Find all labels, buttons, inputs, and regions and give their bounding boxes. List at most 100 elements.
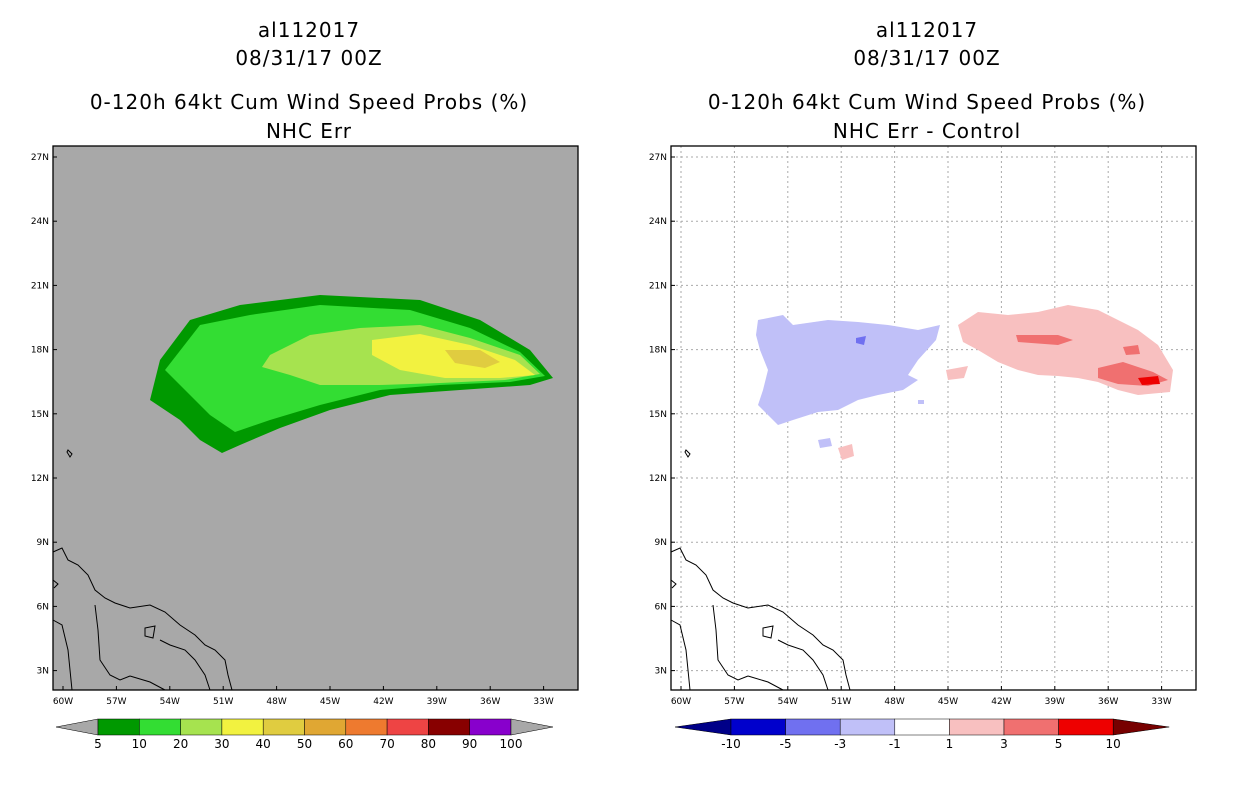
forecast-datetime: 08/31/17 00Z <box>235 46 383 70</box>
lon-label: 48W <box>884 697 904 707</box>
legend-label: 90 <box>462 737 477 751</box>
legend-swatch <box>894 718 950 736</box>
lat-label: 12N <box>31 474 49 484</box>
legend-swatch <box>221 718 264 736</box>
lon-label: 36W <box>480 697 500 707</box>
contour-plus-3c <box>1123 345 1140 355</box>
legend-label: 70 <box>379 737 394 751</box>
lon-label: 39W <box>427 697 447 707</box>
legend-high-arrow <box>510 718 554 736</box>
legend-swatch <box>386 718 429 736</box>
lon-label: 51W <box>213 697 233 707</box>
lat-label: 6N <box>37 602 49 612</box>
map-frame <box>52 145 579 691</box>
legend-label: 60 <box>338 737 353 751</box>
legend-label: 100 <box>500 737 523 751</box>
legend-label: 1 <box>946 737 954 751</box>
lon-label: 60W <box>53 697 73 707</box>
lon-label: 54W <box>778 697 798 707</box>
lon-label: 57W <box>106 697 126 707</box>
color-legend: -10 -5 -3 -1 1 3 5 10 <box>674 718 1170 751</box>
coastlines <box>52 449 233 691</box>
legend-swatch <box>345 718 388 736</box>
legend-label: 40 <box>256 737 271 751</box>
lat-label: 21N <box>31 281 49 291</box>
lat-label: 15N <box>31 410 49 420</box>
lat-label: 3N <box>37 667 49 677</box>
legend-swatch <box>1058 718 1114 736</box>
contour-plus-3 <box>1016 335 1073 345</box>
lon-label: 45W <box>320 697 340 707</box>
storm-id: al112017 <box>257 18 361 42</box>
product-title: 0-120h 64kt Cum Wind Speed Probs (%) <box>707 90 1147 114</box>
lat-label: 15N <box>649 410 667 420</box>
legend-swatch <box>730 718 786 736</box>
map-background <box>671 146 1196 690</box>
left-map-svg: 27N 24N 21N 18N 15N 12N 9N 6N 3N 60W 57W 54W 51W 48W… <box>31 145 579 751</box>
lat-label: 9N <box>37 538 49 548</box>
lat-label: 21N <box>649 281 667 291</box>
lon-label: 54W <box>160 697 180 707</box>
legend-swatch <box>949 718 1005 736</box>
forecast-datetime: 08/31/17 00Z <box>853 46 1001 70</box>
latitude-labels: 27N 24N 21N 18N 15N 12N 9N 6N 3N <box>31 153 57 677</box>
legend-label: 10 <box>1106 737 1121 751</box>
latitude-labels: 27N 24N 21N 18N 15N 12N 9N 6N 3N <box>649 153 675 677</box>
contour-plus-1c <box>838 444 854 460</box>
legend-label: 30 <box>214 737 229 751</box>
legend-label: 80 <box>421 737 436 751</box>
map-frame <box>670 145 1197 691</box>
legend-swatch <box>262 718 305 736</box>
panel-subtitle: NHC Err - Control <box>832 119 1022 143</box>
lon-label: 33W <box>1151 697 1171 707</box>
longitude-labels: 60W 57W 54W 51W 48W 45W 42W 39W 36W 33W <box>671 686 1172 707</box>
legend-label: 10 <box>132 737 147 751</box>
legend-swatch <box>1003 718 1059 736</box>
left-panel: al112017 08/31/17 00Z 0-120h 64kt Cum Wi… <box>31 18 579 751</box>
lon-label: 33W <box>533 697 553 707</box>
gridlines <box>671 146 1196 690</box>
legend-label: 5 <box>1055 737 1063 751</box>
lat-label: 3N <box>655 667 667 677</box>
legend-swatch <box>97 718 140 736</box>
difference-contours <box>756 305 1173 460</box>
contour-minus-1 <box>756 315 940 425</box>
legend-swatch <box>139 718 181 736</box>
lon-label: 42W <box>373 697 393 707</box>
lon-label: 36W <box>1098 697 1118 707</box>
right-map-svg: 27N 24N 21N 18N 15N 12N 9N 6N 3N 60W 57W 54W 51W 48W… <box>649 145 1197 751</box>
contour-40 <box>445 350 500 368</box>
contour-plus-1b <box>946 366 968 380</box>
probability-contours <box>150 295 553 453</box>
legend-label: -1 <box>889 737 901 751</box>
lon-label: 45W <box>938 697 958 707</box>
legend-swatch <box>180 718 223 736</box>
lon-label: 42W <box>991 697 1011 707</box>
coastlines <box>670 449 851 691</box>
lat-label: 18N <box>31 346 49 356</box>
contour-minus-1c <box>918 400 924 404</box>
lat-label: 27N <box>31 153 49 163</box>
lat-label: 24N <box>649 217 667 227</box>
legend-label: 3 <box>1000 737 1008 751</box>
lon-label: 51W <box>831 697 851 707</box>
lat-label: 12N <box>649 474 667 484</box>
contour-minus-1b <box>818 438 832 448</box>
legend-swatch <box>839 718 896 736</box>
legend-low-arrow <box>674 718 732 736</box>
lon-label: 39W <box>1045 697 1065 707</box>
product-title: 0-120h 64kt Cum Wind Speed Probs (%) <box>89 90 529 114</box>
longitude-labels: 60W 57W 54W 51W 48W 45W 42W 39W 36W 33W <box>53 686 554 707</box>
storm-id: al112017 <box>875 18 979 42</box>
legend-label: -10 <box>721 737 741 751</box>
lat-label: 9N <box>655 538 667 548</box>
legend-label: -3 <box>834 737 846 751</box>
lon-label: 57W <box>724 697 744 707</box>
right-panel: al112017 08/31/17 00Z 0-120h 64kt Cum Wi… <box>618 0 1236 800</box>
lat-label: 6N <box>655 602 667 612</box>
legend-swatch <box>469 718 512 736</box>
legend-label: -5 <box>780 737 792 751</box>
lon-label: 60W <box>671 697 691 707</box>
contour-plus-5 <box>1138 376 1160 385</box>
map-background <box>53 146 578 690</box>
